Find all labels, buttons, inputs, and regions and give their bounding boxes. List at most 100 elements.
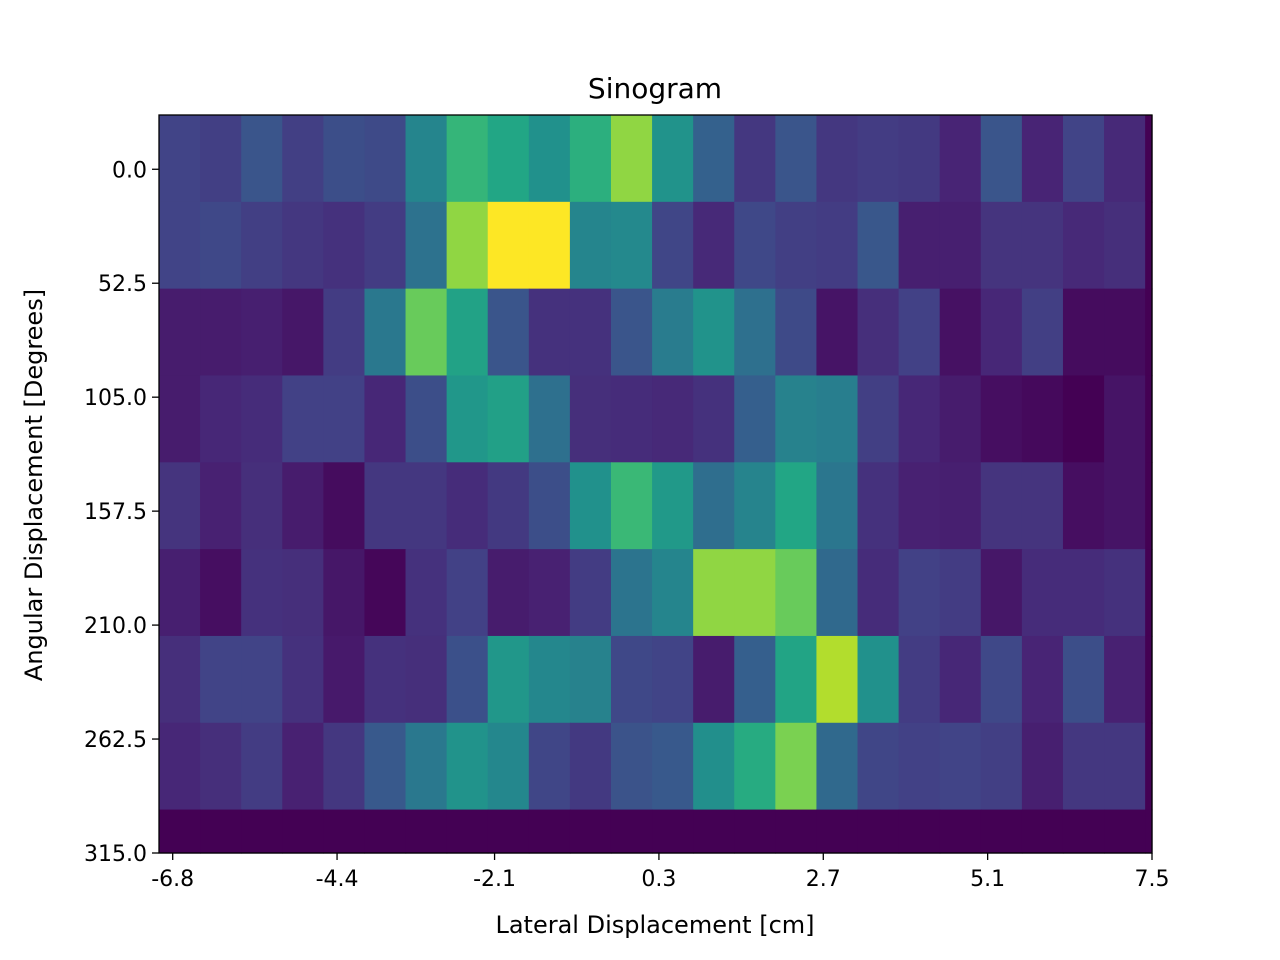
- heatmap-cell: [364, 375, 407, 463]
- x-tick-label: 0.3: [641, 867, 676, 892]
- heatmap-cell: [898, 549, 941, 637]
- heatmap-cell: [159, 635, 201, 724]
- heatmap-cell: [898, 115, 941, 203]
- heatmap-cell: [241, 115, 283, 203]
- heatmap-cell: [241, 462, 283, 550]
- heatmap-cell: [528, 462, 571, 550]
- heatmap-cell: [610, 809, 653, 854]
- y-tick-label: 210.0: [84, 614, 147, 639]
- heatmap-cell: [528, 722, 571, 811]
- heatmap-cell: [487, 635, 530, 724]
- heatmap-cell: [364, 549, 407, 637]
- heatmap-cell: [980, 635, 1023, 724]
- x-tick-label: 5.1: [970, 867, 1005, 892]
- heatmap-cell: [487, 201, 530, 290]
- x-tick-label: 7.5: [1135, 867, 1170, 892]
- heatmap-cell: [652, 549, 694, 637]
- heatmap-cell: [1021, 288, 1064, 377]
- heatmap-cell: [857, 635, 900, 724]
- heatmap-cell: [159, 115, 201, 203]
- heatmap-cell: [1062, 635, 1105, 724]
- heatmap-cell: [1104, 288, 1146, 377]
- heatmap-cell: [200, 462, 242, 550]
- heatmap-cell: [816, 462, 859, 550]
- heatmap-cell: [1021, 462, 1064, 550]
- heatmap-cell: [939, 809, 982, 854]
- heatmap-cell: [734, 635, 776, 724]
- heatmap-cell: [405, 462, 448, 550]
- heatmap-cell: [487, 722, 530, 811]
- heatmap-cell: [857, 375, 900, 463]
- heatmap-cell: [775, 809, 818, 854]
- heatmap-cell: [241, 809, 283, 854]
- heatmap-cell: [693, 462, 735, 550]
- heatmap-cell: [939, 375, 982, 463]
- heatmap-cell: [200, 288, 242, 377]
- heatmap-cell: [1145, 635, 1153, 724]
- heatmap-cell: [857, 462, 900, 550]
- y-tick-label: 0.0: [112, 158, 147, 183]
- heatmap-cell: [405, 722, 448, 811]
- heatmap-cell: [857, 809, 900, 854]
- heatmap-cell: [1062, 549, 1105, 637]
- heatmap-cell: [775, 549, 818, 637]
- heatmap-cell: [1145, 549, 1153, 637]
- heatmap-cell: [282, 201, 324, 290]
- heatmap-cell: [652, 722, 694, 811]
- heatmap-cell: [446, 462, 489, 550]
- heatmap-cell: [1062, 115, 1105, 203]
- heatmap-cell: [323, 635, 366, 724]
- heatmap-cell: [446, 115, 489, 203]
- heatmap-cell: [159, 462, 201, 550]
- heatmap-cell: [569, 462, 612, 550]
- heatmap-cell: [1104, 809, 1146, 854]
- heatmap-cell: [734, 462, 776, 550]
- x-tick-label: 2.7: [806, 867, 841, 892]
- heatmap-cell: [939, 201, 982, 290]
- heatmap-cell: [241, 635, 283, 724]
- x-tick-label: -6.8: [151, 867, 194, 892]
- heatmap-cell: [405, 809, 448, 854]
- heatmap-cell: [816, 809, 859, 854]
- heatmap-cell: [857, 722, 900, 811]
- heatmap-cell: [693, 809, 735, 854]
- heatmap-cell: [734, 549, 776, 637]
- heatmap-cell: [610, 722, 653, 811]
- heatmap-cell: [1145, 462, 1153, 550]
- heatmap-cell: [775, 462, 818, 550]
- heatmap-cell: [241, 722, 283, 811]
- heatmap-cell: [405, 115, 448, 203]
- heatmap-cell: [446, 288, 489, 377]
- heatmap-cell: [528, 635, 571, 724]
- heatmap-cell: [323, 549, 366, 637]
- heatmap-cell: [898, 201, 941, 290]
- heatmap-cell: [569, 722, 612, 811]
- heatmap-cell: [282, 809, 324, 854]
- heatmap-cell: [652, 635, 694, 724]
- heatmap-cell: [734, 201, 776, 290]
- heatmap-cell: [980, 809, 1023, 854]
- heatmap-cell: [487, 375, 530, 463]
- heatmap-cell: [898, 809, 941, 854]
- heatmap-cell: [980, 722, 1023, 811]
- y-axis-label: Angular Displacement [Degrees]: [20, 289, 48, 681]
- heatmap-cell: [734, 288, 776, 377]
- heatmap-cell: [1104, 462, 1146, 550]
- heatmap-cell: [200, 635, 242, 724]
- heatmap-cell: [159, 549, 201, 637]
- heatmap-cell: [775, 115, 818, 203]
- heatmap-cell: [528, 375, 571, 463]
- heatmap-cell: [364, 635, 407, 724]
- heatmap-cell: [159, 722, 201, 811]
- heatmap-cell: [282, 462, 324, 550]
- heatmap-cell: [734, 809, 776, 854]
- y-tick-label: 262.5: [84, 728, 147, 753]
- heatmap-cell: [405, 288, 448, 377]
- heatmap-cell: [898, 722, 941, 811]
- heatmap-cell: [816, 201, 859, 290]
- heatmap-cell: [1021, 635, 1064, 724]
- heatmap-cell: [323, 201, 366, 290]
- heatmap-cell: [282, 115, 324, 203]
- heatmap-cell: [1021, 809, 1064, 854]
- heatmap-cell: [980, 115, 1023, 203]
